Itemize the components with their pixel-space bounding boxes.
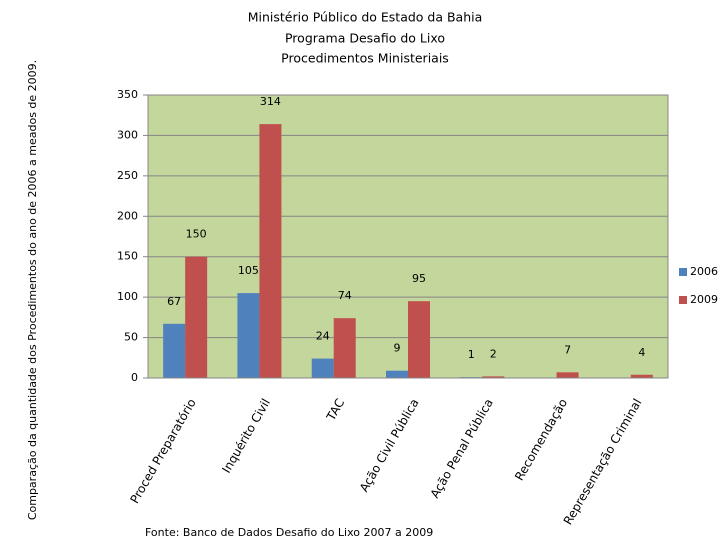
bar: [311, 358, 334, 378]
title-line: Ministério Público do Estado da Bahia: [248, 10, 483, 25]
y-tick-label: 250: [117, 169, 138, 182]
y-tick-label: 0: [131, 371, 138, 384]
y-tick-label: 50: [124, 331, 138, 344]
y-axis-label: Comparação da quantidade dos Procediment…: [26, 60, 39, 520]
bar: [333, 318, 356, 378]
bar: [482, 376, 505, 378]
legend-label: 2009: [690, 293, 718, 306]
bar: [408, 301, 430, 378]
y-tick-label: 300: [117, 128, 138, 141]
y-tick-label: 100: [117, 290, 138, 303]
title-line: Programa Desafio do Lixo: [285, 31, 445, 46]
legend-label: 2006: [690, 265, 718, 278]
legend-swatch: [679, 296, 687, 304]
value-label: 67: [167, 295, 181, 308]
value-label: 24: [316, 330, 330, 343]
y-tick-label: 150: [117, 250, 138, 263]
bar: [163, 323, 186, 378]
value-label: 4: [638, 346, 645, 359]
value-label: 95: [412, 272, 426, 285]
bar: [185, 256, 208, 378]
value-label: 9: [394, 342, 401, 355]
source: Fonte: Banco de Dados Desafio do Lixo 20…: [145, 526, 433, 539]
value-label: 150: [186, 228, 207, 241]
title-line: Procedimentos Ministeriais: [281, 51, 449, 66]
bar: [556, 372, 579, 378]
bar: [630, 374, 653, 378]
bar: [386, 370, 408, 378]
y-tick-label: 350: [117, 88, 138, 101]
legend-swatch: [679, 268, 687, 276]
value-label: 74: [338, 289, 352, 302]
bar: [237, 293, 260, 378]
value-label: 1: [468, 348, 475, 361]
value-label: 7: [564, 343, 571, 356]
value-label: 2: [490, 347, 497, 360]
bar: [259, 124, 282, 378]
value-label: 314: [260, 95, 281, 108]
y-tick-label: 200: [117, 209, 138, 222]
value-label: 105: [238, 264, 259, 277]
